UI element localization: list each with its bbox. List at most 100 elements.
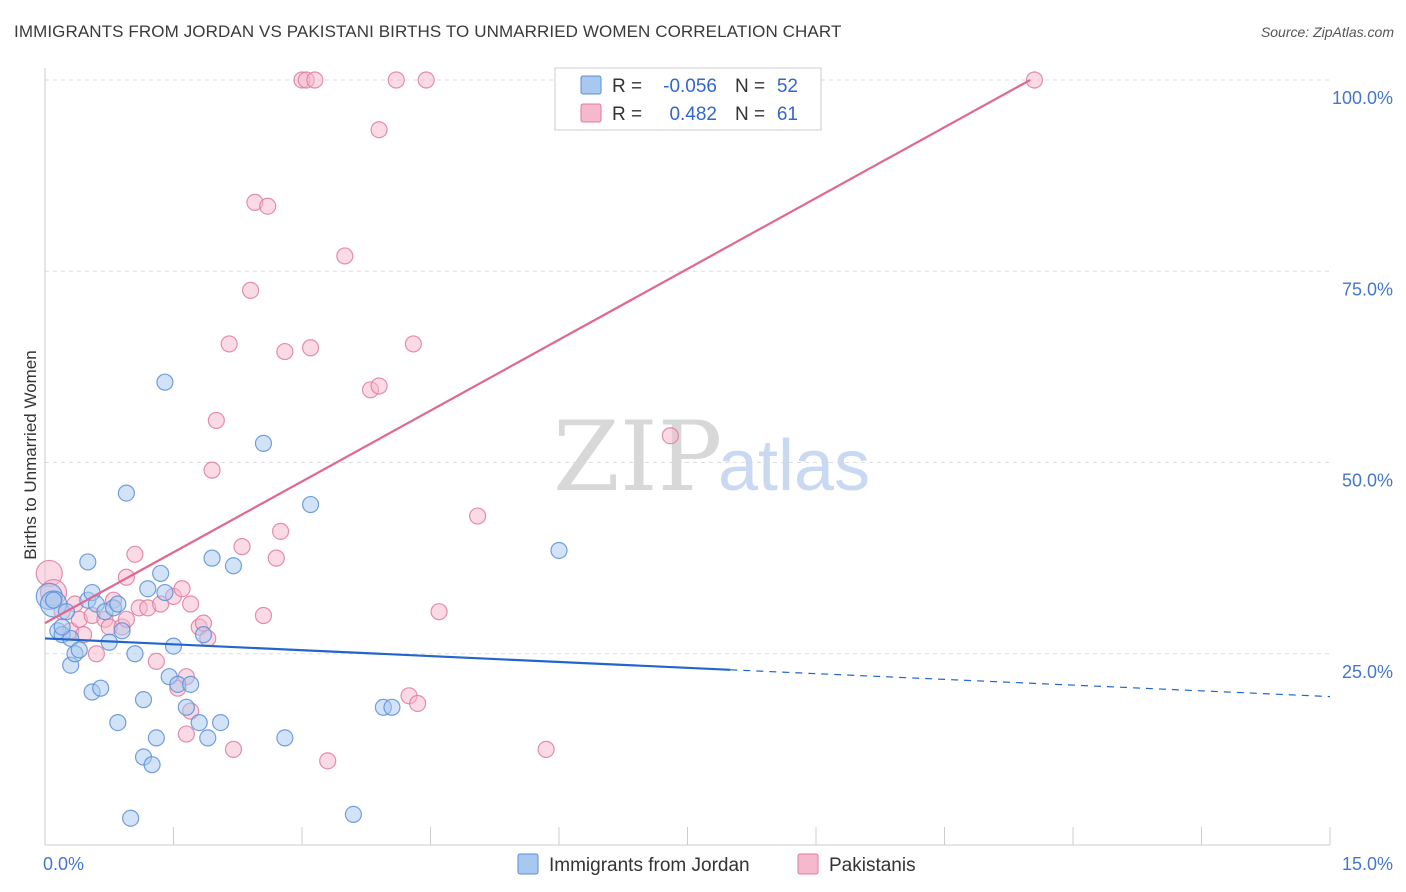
watermark-atlas: atlas — [718, 426, 870, 506]
watermark: ZIP atlas — [553, 401, 870, 513]
watermark-zip: ZIP — [553, 401, 722, 513]
pakistani-point — [182, 595, 200, 613]
tick-labels: 25.0% 50.0% 75.0% 100.0% 0.0% 15.0% — [43, 88, 1393, 874]
jordan-points — [35, 373, 568, 827]
pakistani-point — [271, 522, 290, 540]
pakistani-point — [233, 538, 251, 556]
jordan-point — [109, 595, 127, 613]
axes — [44, 68, 1331, 846]
legend-n-label-jordan: N = — [735, 76, 765, 97]
trend-lines — [44, 79, 1331, 698]
series-legend-jordan-swatch — [517, 853, 539, 875]
jordan-trend-line — [44, 637, 731, 671]
jordan-point — [139, 580, 157, 598]
jordan-point — [113, 622, 131, 640]
pakistani-point — [87, 645, 106, 663]
pakistani-point — [126, 545, 144, 563]
jordan-point — [70, 641, 88, 659]
jordan-point — [182, 675, 200, 693]
series-legend-jordan-label: Immigrants from Jordan — [549, 855, 750, 876]
source-label: Source: ZipAtlas.com — [1260, 24, 1394, 40]
jordan-trend-extension — [730, 669, 1331, 698]
pakistani-point — [404, 335, 422, 353]
legend-n-value-pakistani: 61 — [777, 104, 798, 125]
jordan-point — [203, 549, 221, 567]
legend-r-value-jordan: -0.056 — [663, 76, 717, 97]
pakistani-point — [254, 606, 273, 625]
jordan-point — [383, 698, 401, 716]
pakistani-point — [224, 740, 243, 758]
jordan-point — [44, 591, 63, 609]
jordan-point — [344, 805, 362, 824]
jordan-point — [117, 484, 135, 502]
pakistani-point — [147, 652, 165, 671]
pakistani-point — [306, 71, 324, 89]
jordan-point — [199, 729, 217, 747]
jordan-point — [156, 583, 174, 602]
y-tick-label: 100.0% — [1332, 88, 1393, 108]
legend-r-value-pakistani: 0.482 — [669, 104, 717, 125]
jordan-point — [53, 618, 71, 636]
pakistani-point — [203, 461, 221, 479]
pakistani-point — [267, 549, 285, 567]
jordan-point — [301, 495, 320, 514]
jordan-point — [152, 564, 170, 583]
jordan-point — [254, 434, 273, 452]
jordan-point — [109, 713, 127, 732]
pakistani-point — [417, 71, 435, 89]
series-legend: Immigrants from Jordan Pakistanis — [517, 853, 916, 876]
jordan-point — [177, 698, 195, 716]
jordan-point — [224, 557, 243, 575]
pakistani-point — [207, 411, 225, 430]
jordan-point — [550, 541, 568, 560]
pakistani-point — [387, 71, 405, 89]
pakistani-point — [220, 335, 238, 353]
jordan-point — [79, 553, 97, 571]
pakistani-point — [276, 342, 294, 361]
legend-jordan-swatch — [580, 75, 602, 95]
jordan-point — [92, 679, 110, 697]
jordan-point — [190, 713, 208, 732]
pakistani-trend-line — [44, 79, 1031, 625]
legend-pakistani-swatch — [580, 103, 602, 123]
pakistani-points — [35, 71, 1044, 770]
jordan-point — [122, 809, 140, 827]
chart-title: IMMIGRANTS FROM JORDAN VS PAKISTANI BIRT… — [14, 22, 842, 41]
pakistani-point — [259, 197, 277, 215]
jordan-point — [134, 691, 153, 709]
legend-r-label-pakistani: R = — [612, 104, 642, 125]
pakistani-point — [430, 603, 448, 621]
pakistani-point — [661, 427, 679, 445]
pakistani-point — [1025, 71, 1044, 89]
pakistani-point — [177, 725, 195, 743]
jordan-point — [212, 713, 230, 732]
jordan-point — [164, 637, 183, 655]
y-axis-label: Births to Unmarried Women — [21, 350, 40, 559]
pakistani-point — [370, 121, 388, 139]
pakistani-point — [370, 377, 388, 395]
pakistani-point — [301, 339, 320, 357]
pakistani-point — [242, 281, 260, 299]
legend-r-label-jordan: R = — [612, 76, 642, 97]
jordan-point — [194, 626, 213, 644]
x-tick-label: 0.0% — [43, 854, 84, 874]
pakistani-point — [537, 740, 555, 758]
y-tick-label: 25.0% — [1342, 662, 1393, 682]
y-tick-label: 75.0% — [1342, 279, 1393, 299]
legend: R = -0.056 N = 52 R = 0.482 N = 61 — [554, 67, 822, 131]
pakistani-point — [336, 247, 354, 265]
jordan-point — [143, 756, 161, 774]
pakistani-point — [469, 507, 487, 525]
series-legend-pakistani-swatch — [797, 853, 819, 875]
jordan-point — [126, 645, 144, 663]
pakistani-point — [319, 752, 337, 770]
jordan-point — [147, 729, 165, 747]
y-tick-label: 50.0% — [1342, 471, 1393, 491]
jordan-point — [156, 373, 174, 391]
pakistani-point — [409, 694, 427, 713]
jordan-point — [276, 729, 294, 747]
pakistani-point — [173, 580, 191, 598]
legend-n-value-jordan: 52 — [777, 76, 798, 97]
series-legend-pakistani-label: Pakistanis — [829, 855, 916, 876]
